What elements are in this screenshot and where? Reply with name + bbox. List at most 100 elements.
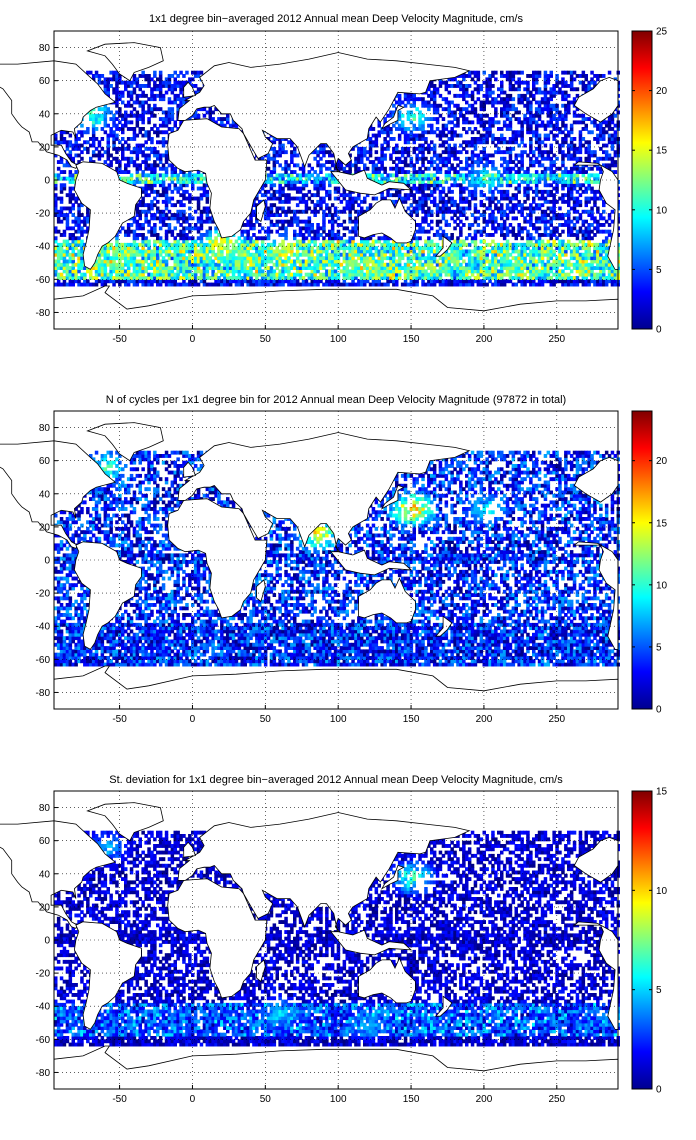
heatmap-cell	[395, 144, 399, 148]
heatmap-cell	[261, 193, 265, 197]
heatmap-cell	[281, 187, 285, 191]
heatmap-cell	[299, 173, 303, 177]
heatmap-cell	[153, 226, 157, 230]
heatmap-cell	[281, 167, 285, 171]
heatmap-cell	[340, 200, 344, 204]
heatmap-cell	[127, 144, 130, 148]
heatmap-cell	[162, 81, 166, 85]
heatmap-cell	[281, 207, 285, 211]
heatmap-cell	[273, 240, 277, 244]
heatmap-cell	[159, 71, 163, 75]
heatmap-cell	[60, 197, 64, 201]
heatmap-cell	[162, 94, 166, 98]
heatmap-cell	[200, 193, 204, 197]
heatmap-cell	[299, 220, 303, 224]
heatmap-cell	[261, 256, 265, 260]
heatmap-cell	[281, 220, 285, 224]
heatmap-cell	[200, 256, 204, 260]
heatmap-cell	[141, 144, 145, 148]
heatmap-cell	[80, 124, 84, 128]
heatmap-cell	[220, 117, 224, 121]
heatmap-cell	[162, 250, 166, 254]
heatmap-cell	[101, 107, 105, 111]
heatmap-cell	[121, 170, 125, 174]
heatmap-cell	[200, 269, 204, 273]
heatmap-cell	[299, 187, 303, 191]
heatmap-cell	[153, 104, 157, 108]
heatmap-cell	[383, 154, 387, 158]
heatmap-cell	[141, 91, 145, 95]
heatmap-cell	[226, 114, 230, 118]
heatmap-cell	[101, 260, 105, 264]
heatmap-cell	[200, 173, 204, 177]
heatmap-cell	[287, 193, 291, 197]
heatmap-cell	[261, 236, 265, 240]
heatmap-cell	[191, 216, 195, 220]
heatmap-cell	[63, 276, 66, 280]
heatmap-cell	[182, 197, 186, 201]
heatmap-cell	[299, 283, 303, 287]
heatmap-cell	[340, 269, 344, 273]
heatmap-cell	[121, 124, 125, 128]
heatmap-cell	[63, 240, 66, 244]
heatmap-cell	[380, 167, 384, 171]
heatmap-cell	[322, 226, 326, 230]
heatmap-cell	[63, 230, 66, 234]
heatmap-cell	[375, 197, 379, 201]
heatmap-cell	[372, 127, 376, 131]
heatmap-cell	[380, 283, 384, 287]
heatmap-cell	[83, 216, 87, 220]
heatmap-cell	[121, 91, 125, 95]
heatmap-cell	[200, 226, 204, 230]
heatmap-cell	[153, 71, 157, 75]
heatmap-cell	[328, 190, 332, 194]
heatmap-cell	[348, 167, 352, 171]
heatmap-cell	[360, 266, 364, 270]
heatmap-cell	[162, 137, 166, 141]
heatmap-cell	[340, 236, 344, 240]
heatmap-cell	[141, 197, 145, 201]
heatmap-cell	[141, 223, 145, 227]
heatmap-cell	[165, 167, 169, 171]
heatmap-cell	[83, 140, 87, 144]
heatmap-cell	[182, 226, 186, 230]
heatmap-cell	[83, 230, 87, 234]
heatmap-cell	[299, 260, 303, 264]
heatmap-cell	[182, 74, 186, 78]
heatmap-cell	[162, 117, 166, 121]
heatmap-cell	[270, 230, 274, 234]
heatmap-cell	[130, 120, 134, 124]
heatmap-cell	[162, 130, 166, 134]
heatmap-cell	[197, 114, 201, 118]
heatmap-cell	[308, 216, 312, 220]
heatmap-cell	[141, 170, 145, 174]
heatmap-cell	[398, 256, 402, 260]
heatmap-cell	[398, 190, 402, 194]
heatmap-cell	[311, 223, 315, 227]
heatmap-cell	[407, 197, 411, 201]
heatmap-cell	[141, 150, 145, 154]
heatmap-cell	[147, 240, 151, 244]
heatmap-cell	[360, 207, 364, 211]
heatmap-cell	[107, 137, 111, 141]
heatmap-cell	[319, 157, 323, 161]
heatmap-cell	[133, 137, 137, 141]
heatmap-cell	[200, 233, 204, 237]
heatmap-cell	[72, 193, 76, 197]
heatmap-cell	[182, 81, 186, 85]
heatmap-cell	[375, 150, 379, 154]
heatmap-cell	[281, 240, 285, 244]
heatmap-cell	[340, 193, 344, 197]
heatmap-cell	[141, 180, 145, 184]
heatmap-cell	[299, 240, 303, 244]
heatmap-cell	[340, 223, 344, 227]
heatmap-cell	[101, 81, 105, 85]
heatmap-cell	[366, 167, 370, 171]
heatmap-cell	[375, 137, 379, 141]
heatmap-cell	[363, 197, 367, 201]
heatmap-cell	[241, 230, 245, 234]
heatmap-cell	[141, 256, 145, 260]
heatmap-cell	[188, 193, 192, 197]
heatmap-cell	[383, 167, 387, 171]
heatmap-cell	[153, 223, 157, 227]
